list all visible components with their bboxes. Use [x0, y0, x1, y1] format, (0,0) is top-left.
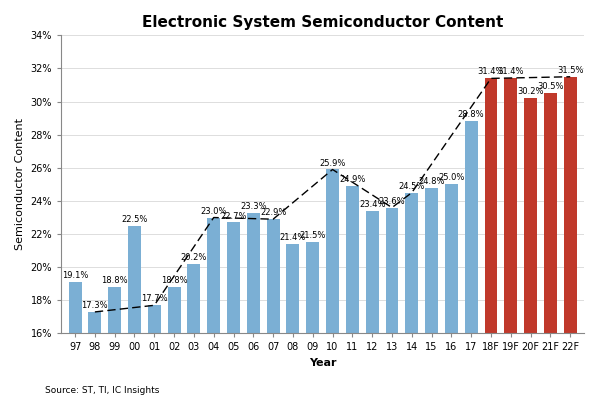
- Text: 25.9%: 25.9%: [319, 158, 346, 168]
- Bar: [207, 217, 220, 399]
- Bar: [465, 121, 478, 399]
- Bar: [187, 264, 200, 399]
- Bar: [227, 223, 240, 399]
- Bar: [326, 170, 339, 399]
- Text: 20.2%: 20.2%: [181, 253, 207, 262]
- Text: 22.9%: 22.9%: [260, 208, 286, 217]
- Text: 23.3%: 23.3%: [240, 201, 266, 211]
- Bar: [68, 282, 82, 399]
- Text: 17.7%: 17.7%: [141, 294, 167, 303]
- Text: 22.5%: 22.5%: [121, 215, 148, 224]
- Bar: [544, 93, 557, 399]
- Bar: [307, 242, 319, 399]
- Text: 18.8%: 18.8%: [161, 276, 187, 285]
- Text: 31.5%: 31.5%: [557, 66, 583, 75]
- Text: 22.7%: 22.7%: [220, 211, 247, 221]
- Bar: [346, 186, 359, 399]
- Text: 23.0%: 23.0%: [200, 207, 227, 215]
- Bar: [108, 287, 121, 399]
- Text: 30.2%: 30.2%: [517, 87, 544, 96]
- Bar: [266, 219, 280, 399]
- Bar: [148, 305, 161, 399]
- Bar: [505, 78, 517, 399]
- Text: 23.4%: 23.4%: [359, 200, 385, 209]
- Bar: [485, 78, 497, 399]
- Text: 18.8%: 18.8%: [101, 276, 128, 285]
- Bar: [366, 211, 379, 399]
- Text: 24.8%: 24.8%: [418, 177, 445, 186]
- Text: 17.3%: 17.3%: [82, 301, 108, 310]
- Title: Electronic System Semiconductor Content: Electronic System Semiconductor Content: [142, 15, 503, 30]
- Text: 30.5%: 30.5%: [537, 82, 563, 91]
- Text: 28.8%: 28.8%: [458, 111, 484, 119]
- Bar: [445, 184, 458, 399]
- Bar: [88, 312, 101, 399]
- Bar: [286, 244, 299, 399]
- Text: 21.4%: 21.4%: [280, 233, 306, 242]
- Text: 25.0%: 25.0%: [438, 174, 464, 182]
- Bar: [167, 287, 181, 399]
- Bar: [425, 188, 438, 399]
- Bar: [247, 213, 260, 399]
- Text: 19.1%: 19.1%: [62, 271, 88, 280]
- Text: 21.5%: 21.5%: [299, 231, 326, 240]
- Bar: [564, 77, 577, 399]
- Y-axis label: Semiconductor Content: Semiconductor Content: [15, 119, 25, 251]
- Text: 24.5%: 24.5%: [398, 182, 425, 191]
- Text: 31.4%: 31.4%: [478, 67, 504, 76]
- Bar: [406, 193, 418, 399]
- Bar: [524, 98, 537, 399]
- X-axis label: Year: Year: [309, 358, 337, 368]
- Text: Source: ST, TI, IC Insights: Source: ST, TI, IC Insights: [45, 386, 160, 395]
- Text: 24.9%: 24.9%: [339, 175, 365, 184]
- Text: 23.6%: 23.6%: [379, 197, 405, 205]
- Bar: [386, 207, 398, 399]
- Bar: [128, 226, 141, 399]
- Text: 31.4%: 31.4%: [497, 67, 524, 76]
